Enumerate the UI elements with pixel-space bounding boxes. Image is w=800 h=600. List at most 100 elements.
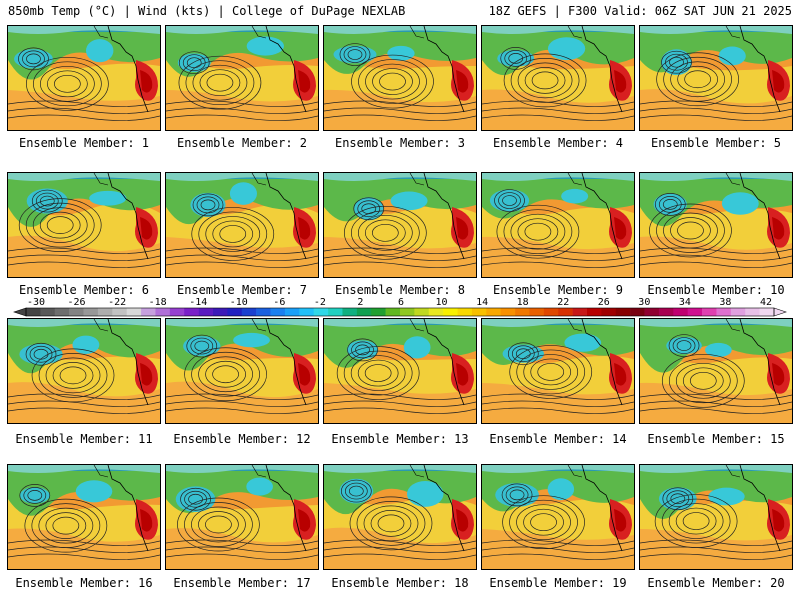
ensemble-member-panel — [481, 172, 635, 278]
colorbar-segment — [26, 308, 41, 316]
ensemble-member-panel — [323, 25, 477, 131]
colorbar-tick-label: 38 — [719, 297, 731, 308]
ensemble-member-label: Ensemble Member: 16 — [15, 576, 153, 590]
colorbar-tick-label: 22 — [557, 297, 569, 308]
ensemble-map — [640, 26, 792, 130]
colorbar-segment — [630, 308, 645, 316]
colorbar-tick-label: -18 — [149, 297, 167, 308]
colorbar-tick-label: 10 — [436, 297, 448, 308]
ensemble-member-label: Ensemble Member: 4 — [492, 136, 624, 150]
colorbar-segment — [471, 308, 487, 316]
ensemble-member-panel — [639, 172, 793, 278]
ensemble-member-label: Ensemble Member: 1 — [18, 136, 150, 150]
ensemble-member-label: Ensemble Member: 3 — [334, 136, 466, 150]
ensemble-map — [324, 319, 476, 423]
colorbar-segment — [141, 308, 156, 316]
colorbar-segment — [400, 308, 415, 316]
colorbar-segment — [500, 308, 516, 316]
ensemble-member-panel — [165, 464, 319, 570]
colorbar-segment — [716, 308, 732, 316]
temperature-colorbar: -30 -26 -22 -18 -14 -10 -6 -2 2 6 10 14 18 22 26 30 34 38… — [13, 297, 787, 320]
ensemble-map — [482, 26, 634, 130]
ensemble-map — [640, 465, 792, 569]
header-left-title: 850mb Temp (°C) | Wind (kts) | College o… — [8, 4, 406, 18]
ensemble-member-label: Ensemble Member: 18 — [331, 576, 469, 590]
colorbar-tick-label: -6 — [273, 297, 285, 308]
colorbar-segment — [558, 308, 573, 316]
colorbar-tick-label: 18 — [517, 297, 529, 308]
colorbar-segment — [745, 308, 760, 316]
ensemble-map — [324, 465, 476, 569]
ensemble-map — [482, 319, 634, 423]
colorbar-segment — [356, 308, 372, 316]
ensemble-member-panel — [7, 318, 161, 424]
colorbar-tick-label: -2 — [314, 297, 326, 308]
colorbar-segment — [213, 308, 228, 316]
colorbar-segment — [342, 308, 358, 316]
colorbar-segment — [486, 308, 501, 316]
ensemble-map — [482, 465, 634, 569]
ensemble-member-label: Ensemble Member: 15 — [647, 432, 785, 446]
ensemble-member-label: Ensemble Member: 10 — [647, 283, 785, 297]
colorbar-tick-label: -22 — [108, 297, 126, 308]
ensemble-member-panel — [639, 25, 793, 131]
colorbar-segment — [184, 308, 199, 316]
ensemble-map — [640, 319, 792, 423]
ensemble-map — [166, 319, 318, 423]
ensemble-member-panel — [481, 318, 635, 424]
ensemble-member-label: Ensemble Member: 14 — [489, 432, 627, 446]
colorbar-tick-label: -30 — [27, 297, 45, 308]
colorbar-segment — [658, 308, 674, 316]
colorbar-tick-label: 42 — [760, 297, 772, 308]
ensemble-member-label: Ensemble Member: 20 — [647, 576, 785, 590]
ensemble-map — [482, 173, 634, 277]
ensemble-member-label: Ensemble Member: 19 — [489, 576, 627, 590]
header-right-title: 18Z GEFS | F300 Valid: 06Z SAT JUN 21 20… — [488, 4, 792, 18]
colorbar-tick-label: 30 — [638, 297, 650, 308]
colorbar-segment — [313, 308, 329, 316]
colorbar-segment — [371, 308, 386, 316]
colorbar-tick-label: -26 — [68, 297, 86, 308]
ensemble-member-panel — [323, 318, 477, 424]
colorbar-segment — [284, 308, 300, 316]
ensemble-member-panel — [165, 25, 319, 131]
colorbar-segment — [97, 308, 113, 316]
ensemble-map — [8, 26, 160, 130]
colorbar-segment — [572, 308, 588, 316]
colorbar-tick-label: -10 — [230, 297, 248, 308]
ensemble-member-panel — [7, 172, 161, 278]
colorbar-segment — [587, 308, 602, 316]
ensemble-member-label: Ensemble Member: 12 — [173, 432, 311, 446]
colorbar-segment — [457, 308, 473, 316]
colorbar-segment — [615, 308, 631, 316]
colorbar-segment — [198, 308, 214, 316]
colorbar-segment — [270, 308, 286, 316]
colorbar-segment — [702, 308, 717, 316]
colorbar-segment — [601, 308, 617, 316]
ensemble-map — [8, 319, 160, 423]
colorbar-segment — [673, 308, 688, 316]
ensemble-map — [166, 465, 318, 569]
colorbar-left-arrow — [13, 307, 27, 317]
colorbar-segment — [759, 308, 775, 316]
colorbar-segment — [644, 308, 660, 316]
colorbar-segment — [126, 308, 142, 316]
ensemble-member-panel — [7, 464, 161, 570]
ensemble-member-panel — [639, 318, 793, 424]
ensemble-member-panel — [165, 318, 319, 424]
colorbar-segment — [428, 308, 444, 316]
colorbar-segment — [443, 308, 458, 316]
colorbar-segment — [112, 308, 127, 316]
colorbar-tick-label: 26 — [598, 297, 610, 308]
ensemble-member-label: Ensemble Member: 7 — [176, 283, 308, 297]
colorbar-segment — [83, 308, 99, 316]
colorbar-svg: -30 -26 -22 -18 -14 -10 -6 -2 2 6 10 14 18 22 26 30 34 38… — [13, 297, 787, 317]
ensemble-member-label: Ensemble Member: 11 — [15, 432, 153, 446]
colorbar-segment — [515, 308, 530, 316]
ensemble-map — [324, 173, 476, 277]
colorbar-tick-label: 14 — [476, 297, 488, 308]
header: 850mb Temp (°C) | Wind (kts) | College o… — [0, 0, 800, 22]
ensemble-member-panel — [481, 464, 635, 570]
ensemble-member-panel — [165, 172, 319, 278]
ensemble-member-panel — [7, 25, 161, 131]
